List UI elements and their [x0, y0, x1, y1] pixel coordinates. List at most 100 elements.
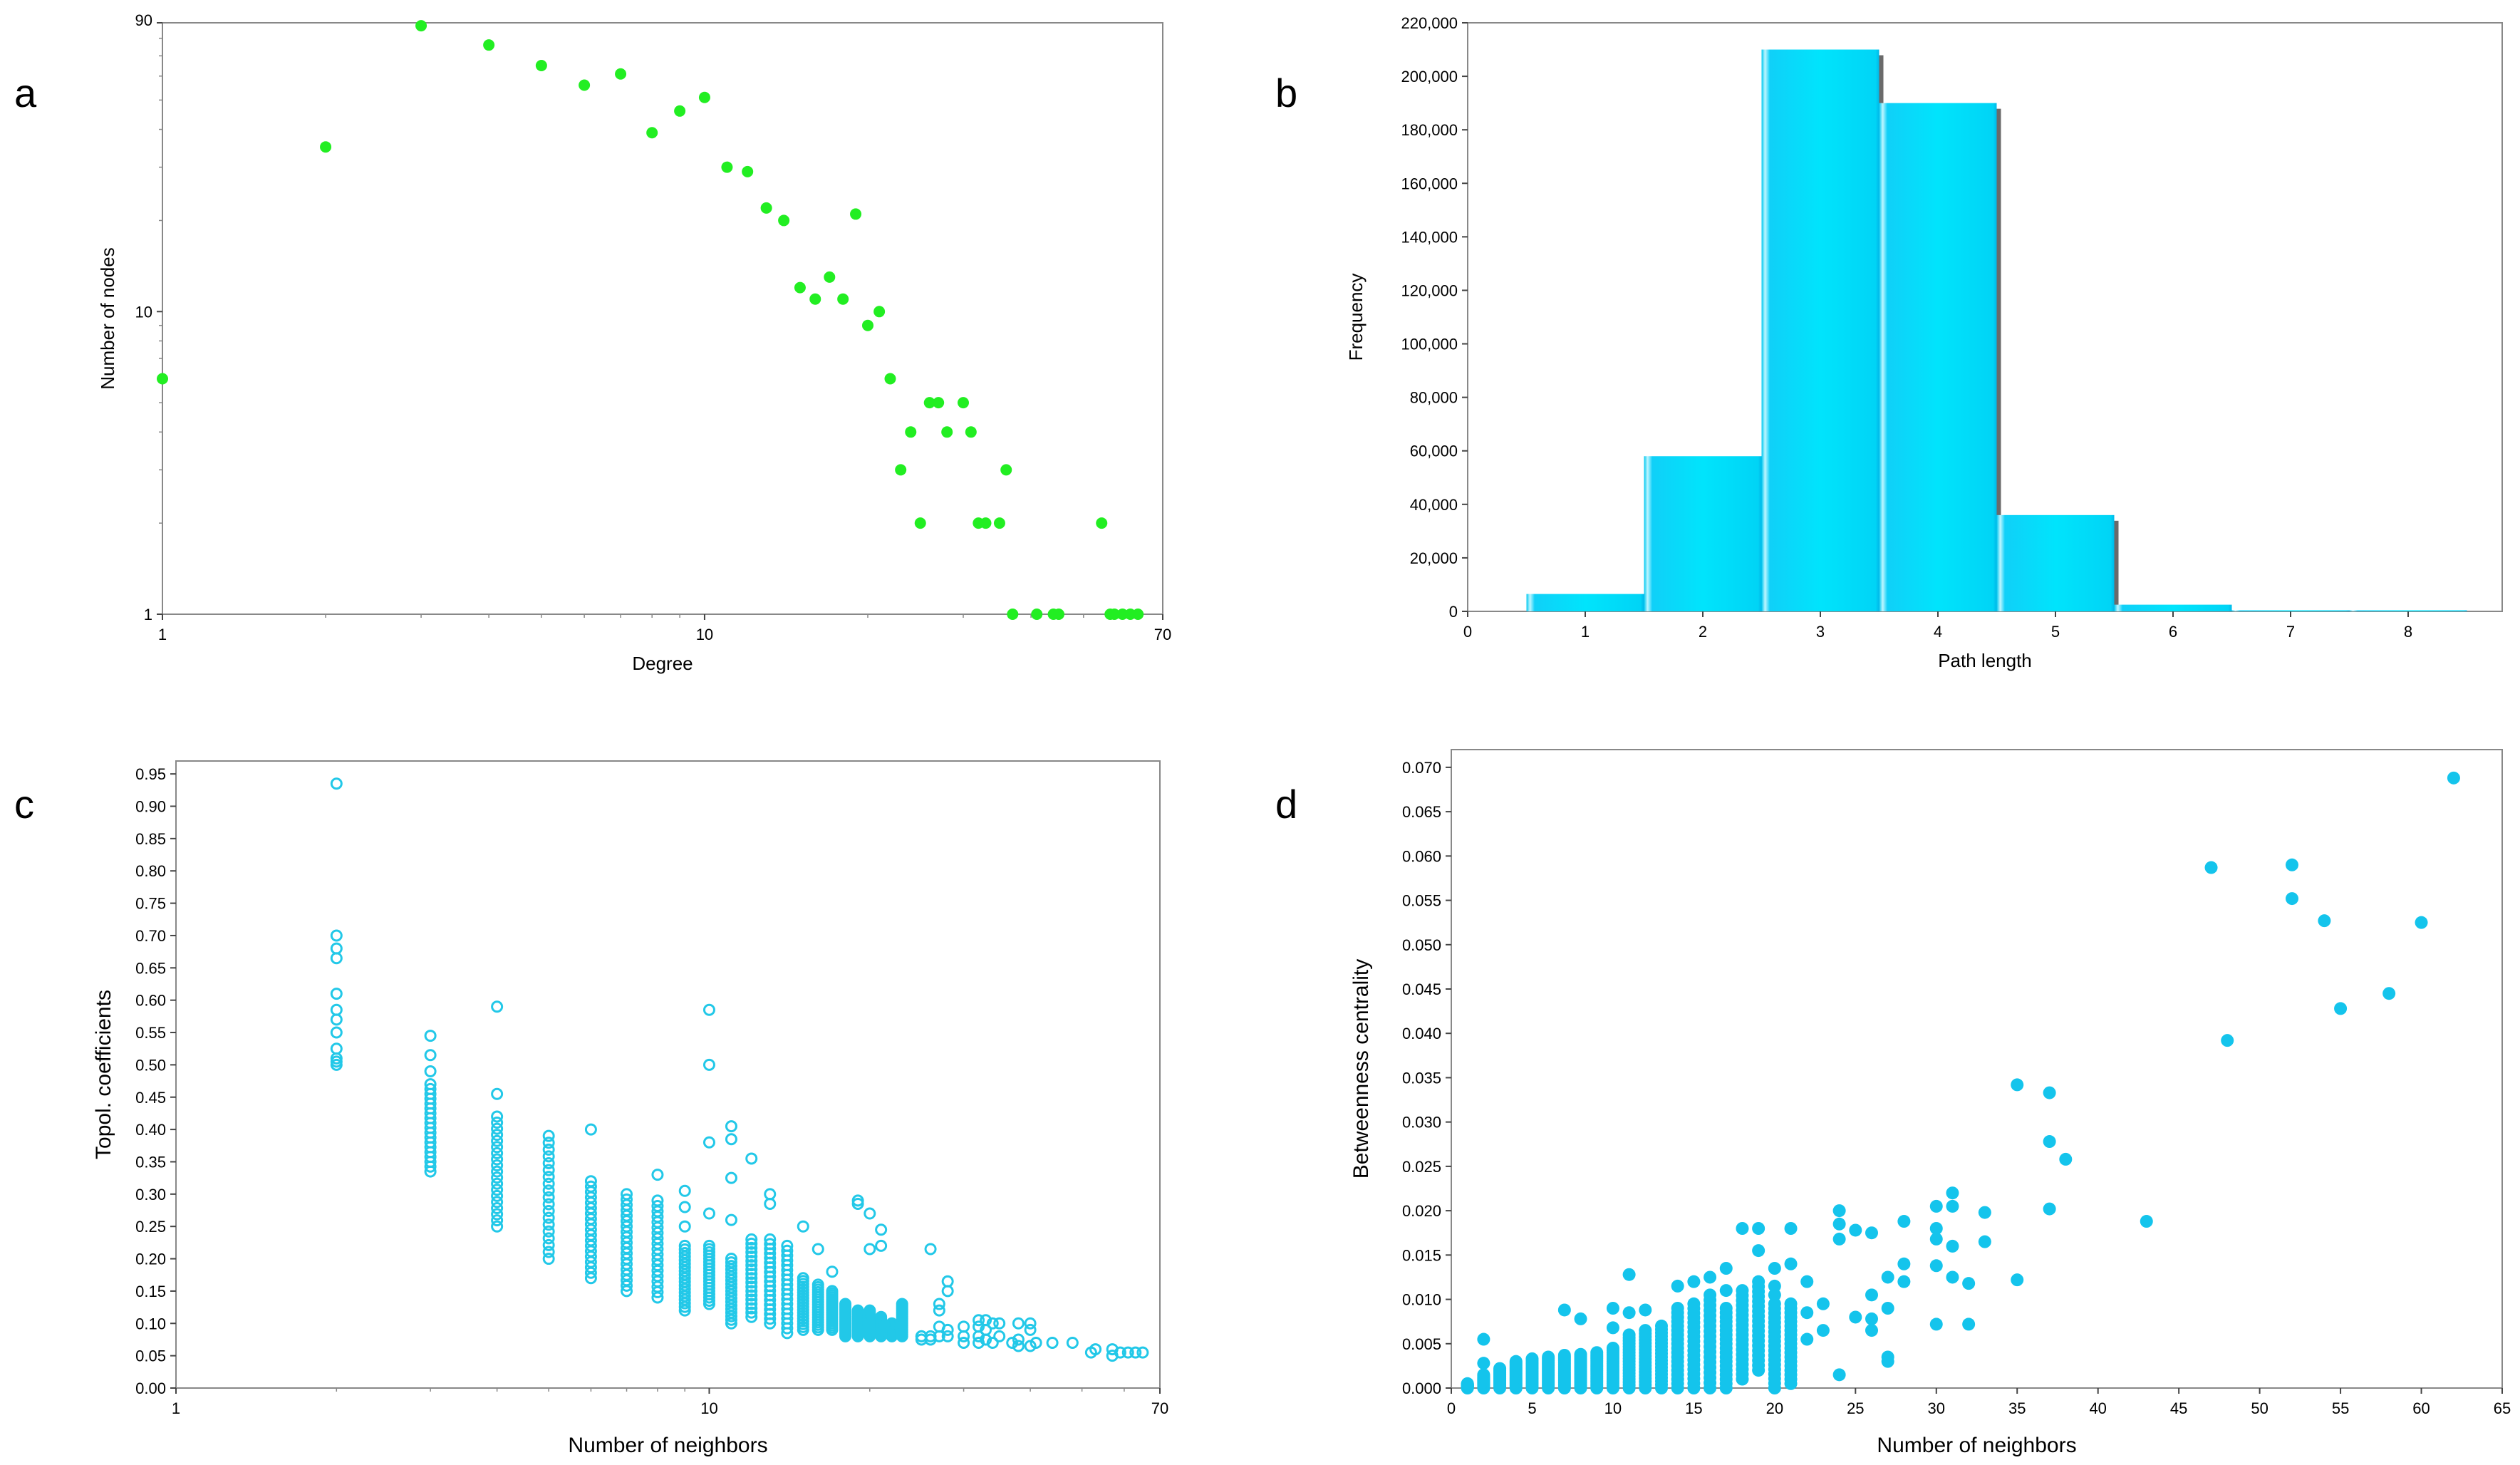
- data-point: [824, 271, 836, 283]
- y-axis-label-d: Betweenness centrality: [1349, 959, 1373, 1179]
- data-point: [826, 1265, 839, 1278]
- y-tick-label-c: 0.65: [135, 959, 166, 977]
- y-tick-label-d: 0.020: [1402, 1202, 1441, 1220]
- data-point: [157, 373, 168, 385]
- x-tick-label-d: 15: [1685, 1399, 1702, 1417]
- data-point: [1622, 1268, 1636, 1281]
- data-point: [491, 1196, 504, 1208]
- data-point: [1865, 1226, 1878, 1240]
- y-tick-label-c: 0.20: [135, 1251, 166, 1268]
- y-axis-label-a: Number of nodes: [97, 247, 118, 389]
- panel-letter-d: d: [1275, 782, 1297, 827]
- y-tick-label-c: 0.15: [135, 1283, 166, 1300]
- data-point: [1897, 1257, 1911, 1270]
- x-axis-label-b: Path length: [1938, 650, 2032, 671]
- data-point: [491, 1177, 504, 1190]
- bar: [1761, 49, 1879, 611]
- data-point: [1897, 1215, 1911, 1228]
- data-point: [725, 1260, 737, 1273]
- data-point: [415, 20, 427, 32]
- data-point: [2334, 1002, 2348, 1015]
- data-point: [542, 1211, 555, 1224]
- x-tick-label-b: 1: [1581, 623, 1590, 641]
- data-point: [797, 1272, 809, 1285]
- data-point: [941, 1323, 954, 1336]
- data-point: [330, 1026, 343, 1039]
- data-point: [1622, 1306, 1636, 1320]
- data-point: [1881, 1302, 1894, 1315]
- data-point: [702, 1003, 715, 1016]
- data-point: [542, 1129, 555, 1142]
- data-point: [330, 988, 343, 1000]
- data-point: [1752, 1222, 1765, 1235]
- data-point: [1881, 1350, 1894, 1364]
- data-point: [2011, 1078, 2024, 1092]
- bar: [1879, 103, 1997, 612]
- data-point: [745, 1255, 758, 1268]
- chart-path-length-histogram: 0 1 2 3 4 5 6 7 8 0 20,000 40,000 60,000 80,000 100,00…: [1345, 14, 2503, 671]
- data-point: [745, 1272, 758, 1285]
- y-tick-label-b: 60,000: [1410, 442, 1458, 460]
- data-point: [851, 1197, 864, 1210]
- y-tick-label-c: 0.30: [135, 1186, 166, 1203]
- data-point: [923, 397, 935, 409]
- x-tick-label-b: 0: [1463, 623, 1472, 641]
- data-point: [745, 1246, 758, 1258]
- data-point: [646, 127, 658, 139]
- data-point: [1962, 1277, 1976, 1290]
- bar-shadow: [1993, 108, 2001, 612]
- data-point: [1832, 1368, 1846, 1382]
- data-point: [745, 1280, 758, 1293]
- data-point: [941, 1330, 954, 1342]
- y-tick-label-b: 100,000: [1401, 336, 1458, 353]
- data-point: [2286, 892, 2298, 906]
- y-tick-label-a: 1: [144, 606, 152, 623]
- data-point: [1655, 1319, 1668, 1332]
- data-point: [1089, 1343, 1102, 1356]
- data-point: [745, 1241, 758, 1254]
- data-point: [330, 929, 343, 942]
- x-tick-label-d: 35: [2008, 1399, 2026, 1417]
- data-point: [491, 1208, 504, 1221]
- data-point: [809, 293, 821, 305]
- data-point: [742, 165, 754, 177]
- data-point: [745, 1259, 758, 1272]
- x-tick-label-b: 7: [2286, 623, 2295, 641]
- data-point: [678, 1243, 691, 1256]
- data-point: [861, 319, 873, 331]
- data-point: [1929, 1318, 1943, 1331]
- data-point: [330, 1013, 343, 1026]
- data-point: [2415, 916, 2428, 929]
- data-point: [651, 1199, 664, 1212]
- data-point: [1639, 1324, 1652, 1337]
- y-tick-label-b: 40,000: [1410, 496, 1458, 514]
- data-point: [542, 1232, 555, 1245]
- data-point: [875, 1239, 888, 1252]
- data-point: [1606, 1321, 1619, 1335]
- data-point: [1477, 1332, 1490, 1346]
- data-point: [1719, 1284, 1733, 1298]
- data-point: [491, 1189, 504, 1202]
- data-point: [957, 397, 969, 409]
- x-tick-label-b: 8: [2404, 623, 2412, 641]
- y-tick-label-d: 0.025: [1402, 1158, 1441, 1176]
- data-point: [491, 1141, 504, 1154]
- data-point: [542, 1164, 555, 1176]
- data-point: [542, 1191, 555, 1203]
- x-tick-label-b: 4: [1934, 623, 1942, 641]
- bar: [2231, 610, 2350, 611]
- data-point: [875, 1310, 888, 1323]
- data-point: [1929, 1232, 1943, 1246]
- y-tick-label-d: 0.050: [1402, 936, 1441, 954]
- data-point: [491, 1220, 504, 1233]
- data-point: [1832, 1204, 1846, 1218]
- bar: [1644, 456, 1762, 611]
- plot-frame-d: [1451, 749, 2503, 1389]
- y-tick-label-c: 0.55: [135, 1024, 166, 1042]
- data-point: [424, 1049, 437, 1062]
- data-point: [330, 952, 343, 965]
- data-point: [584, 1123, 597, 1136]
- data-point: [491, 1184, 504, 1196]
- y-tick-label-d: 0.035: [1402, 1069, 1441, 1087]
- data-point: [1704, 1270, 1717, 1284]
